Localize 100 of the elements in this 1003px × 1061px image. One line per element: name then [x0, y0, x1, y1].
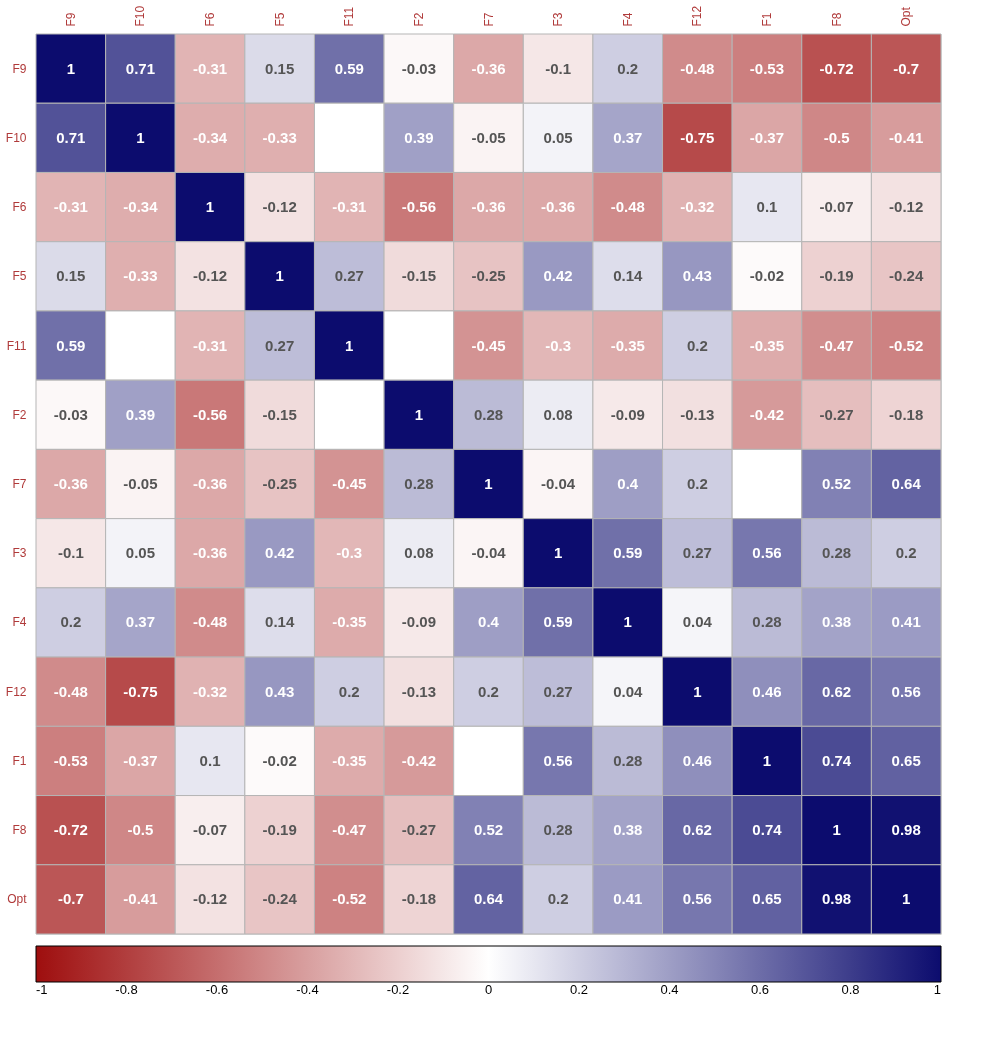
data-label: 0.08 — [543, 405, 573, 423]
data-label: -0.27 — [819, 405, 854, 423]
color-bar-label: -0.2 — [386, 982, 410, 997]
data-label: 0.41 — [613, 890, 643, 908]
x-tick-label: F10 — [133, 5, 148, 27]
x-tick-label: Opt — [899, 6, 914, 27]
data-label: 0.2 — [617, 59, 639, 77]
data-label: 1 — [902, 890, 911, 908]
data-label: -0.12 — [192, 890, 228, 908]
data-label: 0.71 — [125, 59, 156, 77]
data-label: -0.31 — [53, 198, 88, 216]
data-label: 0.56 — [752, 544, 782, 562]
data-label: 0.46 — [752, 682, 782, 700]
data-label: -0.24 — [262, 890, 298, 908]
data-label: -0.04 — [541, 475, 576, 492]
data-label: 0.59 — [543, 613, 573, 631]
data-label: 0.2 — [895, 544, 917, 562]
data-label: 0.62 — [821, 682, 852, 700]
data-label: -0.52 — [332, 890, 367, 908]
data-label: 0.59 — [56, 336, 86, 354]
data-label: 0.43 — [265, 682, 295, 700]
data-label: 0.2 — [686, 475, 708, 492]
data-label: 0.43 — [682, 267, 712, 285]
data-label: 0.27 — [543, 682, 573, 700]
data-label: -0.05 — [123, 475, 158, 492]
data-label: 0.1 — [199, 751, 221, 769]
data-label: -0.3 — [545, 336, 572, 354]
data-label: 0.62 — [682, 821, 712, 839]
data-label: 0.41 — [891, 613, 921, 631]
data-label: 0.56 — [682, 890, 712, 908]
data-label: 0.71 — [56, 128, 86, 146]
data-label: 0.37 — [125, 613, 156, 631]
data-label: -0.36 — [53, 475, 88, 492]
data-label: 0.14 — [613, 267, 643, 285]
data-label: 1 — [414, 405, 424, 423]
data-label: -0.15 — [262, 405, 297, 423]
data-label: 0.65 — [891, 751, 921, 769]
data-label: -0.37 — [749, 128, 785, 146]
data-label: -0.35 — [332, 751, 367, 769]
data-label: -0.09 — [401, 613, 436, 631]
data-label: -0.48 — [192, 613, 228, 631]
data-label: -0.31 — [192, 336, 228, 354]
data-label: -0.36 — [192, 544, 228, 562]
color-bar-label: 0.8 — [841, 982, 860, 997]
data-label: 0.39 — [125, 405, 156, 423]
data-label: -0.1 — [545, 59, 572, 77]
data-label: 0.64 — [891, 475, 922, 492]
data-label: -0.72 — [53, 821, 88, 839]
data-label: -0.12 — [889, 198, 924, 216]
data-label: -0.33 — [262, 128, 297, 146]
data-label: 0.74 — [752, 821, 783, 839]
y-tick-label: F1 — [12, 753, 27, 768]
x-tick-label: F9 — [63, 12, 78, 27]
data-label: -0.03 — [401, 59, 436, 77]
y-tick-label: F5 — [12, 269, 27, 284]
data-label: -0.19 — [819, 267, 854, 285]
data-label: -0.18 — [401, 890, 436, 908]
y-tick-label: F2 — [12, 407, 27, 422]
y-tick-label: F11 — [6, 338, 27, 353]
data-label: -0.7 — [57, 890, 84, 908]
data-label: -0.19 — [262, 821, 297, 839]
data-label: 0.08 — [404, 544, 434, 562]
data-label: -0.42 — [401, 751, 436, 769]
color-bar-label: -0.8 — [115, 982, 138, 997]
data-label: 0.15 — [265, 59, 295, 77]
data-label: -0.12 — [262, 198, 297, 216]
data-label: -0.35 — [749, 336, 785, 354]
data-label: -0.32 — [192, 682, 228, 700]
x-tick-label: F2 — [411, 12, 426, 27]
data-label: 1 — [762, 751, 772, 769]
color-bar-label: 0.2 — [569, 982, 589, 997]
data-label: 1 — [205, 198, 215, 216]
data-label: 0.42 — [265, 544, 295, 562]
x-tick-label: F11 — [342, 6, 357, 27]
data-label: 0.4 — [478, 613, 500, 631]
data-label: 1 — [66, 59, 75, 77]
data-label: -0.48 — [680, 59, 715, 77]
data-label: -0.13 — [401, 682, 436, 700]
data-label: 0.98 — [891, 821, 921, 839]
data-label: 0.4 — [617, 475, 639, 492]
data-label: -0.52 — [889, 336, 924, 354]
x-tick-label: F3 — [551, 12, 566, 27]
data-label: 0.28 — [404, 475, 434, 492]
data-label: -0.31 — [332, 198, 367, 216]
data-label: -0.41 — [123, 890, 158, 908]
x-tick-label: F5 — [272, 12, 287, 27]
data-label: 0.28 — [821, 544, 852, 562]
data-label: -0.31 — [192, 59, 228, 77]
x-tick-label: F6 — [203, 12, 218, 27]
data-label: 1 — [553, 544, 563, 562]
data-label: 0.38 — [613, 821, 643, 839]
data-label: -0.42 — [749, 405, 785, 423]
data-label: 0.59 — [613, 544, 643, 562]
data-label: -0.27 — [401, 821, 436, 839]
data-label: -0.35 — [332, 613, 367, 631]
data-label: 0.74 — [821, 751, 852, 769]
color-bar-label: 0 — [484, 982, 493, 997]
data-label: 0.2 — [338, 682, 360, 700]
y-tick-label: F7 — [12, 477, 27, 491]
data-label: -0.36 — [192, 475, 228, 492]
